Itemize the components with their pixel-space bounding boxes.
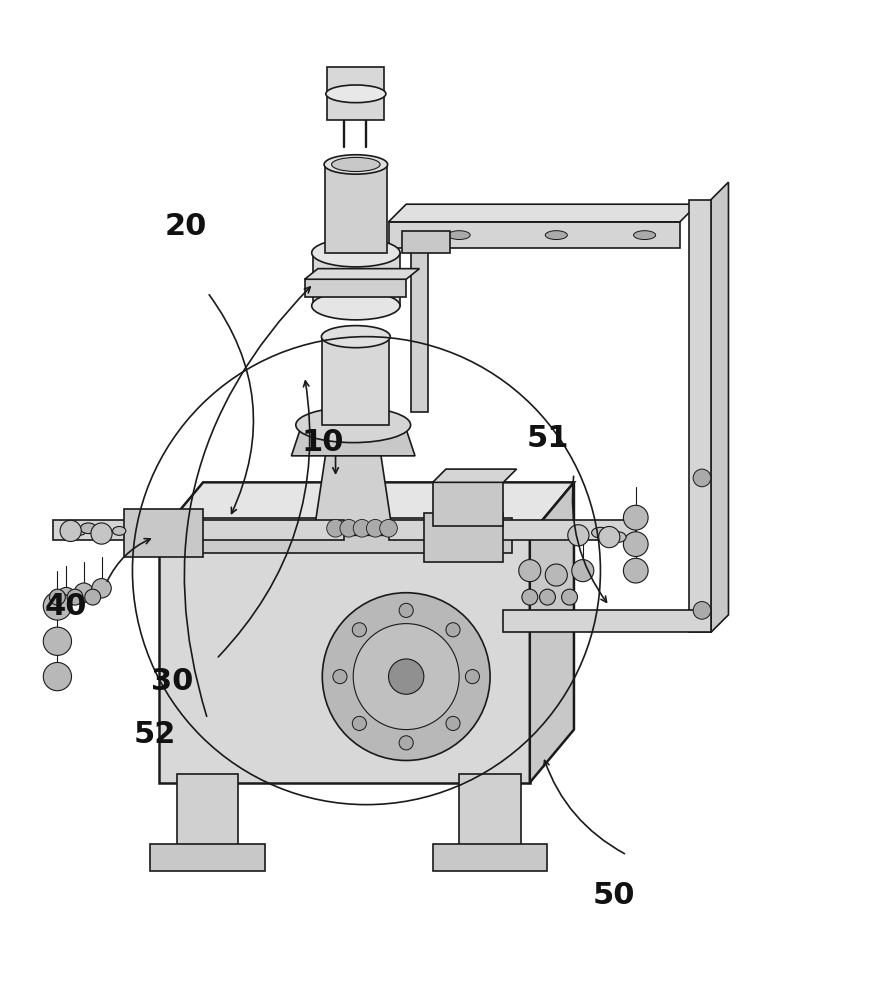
Ellipse shape [312, 239, 400, 267]
FancyBboxPatch shape [433, 482, 503, 526]
Ellipse shape [518, 560, 540, 582]
Polygon shape [530, 482, 574, 783]
Circle shape [352, 716, 366, 730]
Circle shape [399, 603, 413, 617]
Ellipse shape [112, 526, 126, 535]
Circle shape [340, 519, 358, 537]
FancyBboxPatch shape [325, 164, 387, 253]
Ellipse shape [92, 579, 111, 598]
Ellipse shape [94, 526, 108, 535]
Circle shape [599, 526, 620, 548]
FancyBboxPatch shape [503, 610, 711, 632]
Ellipse shape [49, 589, 65, 605]
Polygon shape [711, 182, 728, 632]
Text: 51: 51 [526, 424, 569, 453]
Ellipse shape [562, 589, 577, 605]
Circle shape [366, 519, 384, 537]
Text: 10: 10 [301, 428, 343, 457]
Text: 20: 20 [164, 212, 207, 241]
Polygon shape [291, 429, 415, 456]
Circle shape [389, 659, 424, 694]
Ellipse shape [572, 560, 593, 582]
FancyBboxPatch shape [322, 337, 389, 425]
Ellipse shape [296, 407, 411, 443]
Circle shape [693, 602, 711, 619]
Ellipse shape [72, 526, 86, 535]
FancyBboxPatch shape [53, 520, 344, 540]
Circle shape [446, 623, 460, 637]
Circle shape [322, 593, 490, 760]
Ellipse shape [623, 532, 648, 557]
Ellipse shape [448, 231, 470, 240]
Circle shape [465, 670, 479, 684]
FancyBboxPatch shape [389, 520, 636, 540]
Circle shape [60, 520, 81, 542]
Polygon shape [433, 469, 517, 482]
FancyBboxPatch shape [327, 67, 384, 120]
Ellipse shape [328, 527, 343, 534]
Ellipse shape [522, 589, 538, 605]
Circle shape [446, 716, 460, 730]
Ellipse shape [57, 587, 76, 607]
Text: 30: 30 [151, 667, 193, 696]
Ellipse shape [213, 527, 229, 534]
Ellipse shape [623, 558, 648, 583]
FancyBboxPatch shape [159, 535, 530, 783]
Ellipse shape [43, 662, 72, 691]
Ellipse shape [324, 155, 388, 174]
Circle shape [352, 623, 366, 637]
Circle shape [91, 523, 112, 544]
Circle shape [327, 519, 344, 537]
FancyBboxPatch shape [459, 774, 521, 853]
FancyBboxPatch shape [411, 244, 428, 412]
Polygon shape [159, 482, 574, 535]
Ellipse shape [326, 85, 386, 103]
Ellipse shape [610, 532, 626, 542]
FancyBboxPatch shape [313, 253, 400, 306]
Ellipse shape [545, 231, 568, 240]
Ellipse shape [43, 592, 72, 620]
FancyBboxPatch shape [689, 200, 711, 632]
Ellipse shape [321, 326, 390, 348]
FancyBboxPatch shape [150, 844, 265, 871]
Ellipse shape [633, 231, 655, 240]
Circle shape [353, 519, 371, 537]
Text: 40: 40 [45, 592, 87, 621]
Ellipse shape [62, 527, 79, 540]
Text: 52: 52 [133, 720, 176, 749]
Circle shape [693, 469, 711, 487]
Ellipse shape [592, 527, 609, 538]
FancyBboxPatch shape [433, 844, 547, 871]
Circle shape [399, 736, 413, 750]
Ellipse shape [74, 583, 94, 602]
Ellipse shape [434, 527, 449, 534]
Polygon shape [313, 447, 393, 535]
FancyBboxPatch shape [402, 231, 450, 253]
Circle shape [380, 519, 397, 537]
FancyBboxPatch shape [424, 513, 503, 562]
Ellipse shape [80, 523, 96, 534]
Ellipse shape [312, 292, 400, 320]
Ellipse shape [623, 505, 648, 530]
FancyBboxPatch shape [305, 279, 406, 297]
FancyBboxPatch shape [124, 509, 203, 557]
Circle shape [568, 525, 589, 546]
Ellipse shape [332, 157, 380, 172]
FancyBboxPatch shape [389, 222, 680, 248]
Circle shape [333, 670, 347, 684]
Polygon shape [389, 204, 698, 222]
Polygon shape [305, 269, 419, 279]
Ellipse shape [85, 589, 101, 605]
FancyBboxPatch shape [177, 518, 512, 553]
Ellipse shape [67, 589, 83, 605]
FancyBboxPatch shape [177, 774, 238, 853]
Circle shape [353, 624, 459, 730]
Ellipse shape [545, 564, 568, 586]
Ellipse shape [540, 589, 555, 605]
Text: 50: 50 [592, 881, 635, 910]
Ellipse shape [43, 627, 72, 655]
